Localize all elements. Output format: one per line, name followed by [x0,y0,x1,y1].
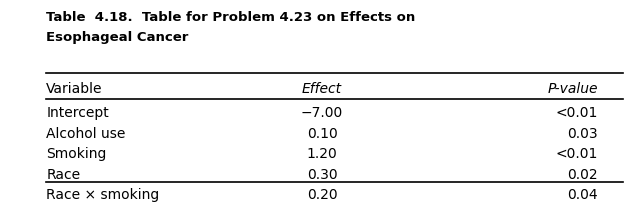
Text: 0.02: 0.02 [567,168,598,182]
Text: 0.10: 0.10 [307,127,337,141]
Text: 0.30: 0.30 [307,168,337,182]
Text: Alcohol use: Alcohol use [46,127,126,141]
Text: Table  4.18.  Table for Problem 4.23 on Effects on: Table 4.18. Table for Problem 4.23 on Ef… [46,11,415,24]
Text: Smoking: Smoking [46,147,107,161]
Text: 0.03: 0.03 [567,127,598,141]
Text: Esophageal Cancer: Esophageal Cancer [46,31,189,44]
Text: Effect: Effect [302,82,342,96]
Text: P-value: P-value [547,82,598,96]
Text: Intercept: Intercept [46,106,109,120]
Text: <0.01: <0.01 [555,106,598,120]
Text: −7.00: −7.00 [301,106,343,120]
Text: Race: Race [46,168,80,182]
Text: 0.04: 0.04 [567,188,598,202]
Text: 0.20: 0.20 [307,188,337,202]
Text: <0.01: <0.01 [555,147,598,161]
Text: Variable: Variable [46,82,103,96]
Text: 1.20: 1.20 [307,147,337,161]
Text: Race × smoking: Race × smoking [46,188,160,202]
